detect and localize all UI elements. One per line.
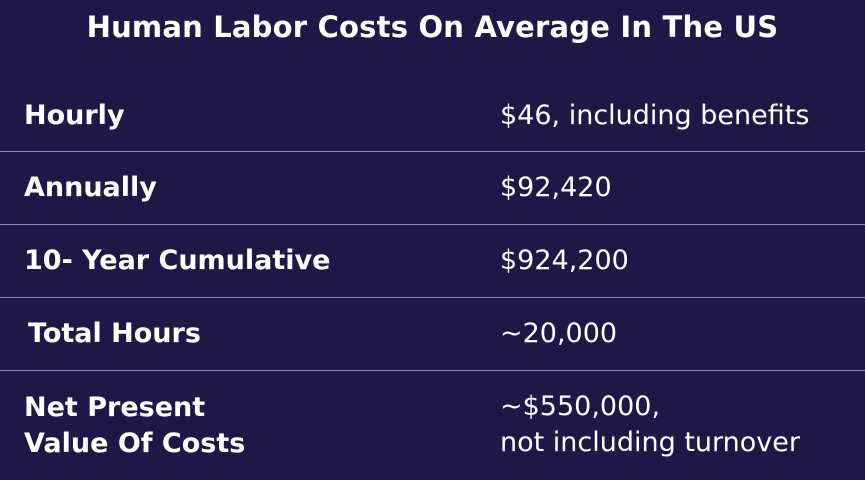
row-label: 10- Year Cumulative [24,245,331,276]
row-label-line-1: Net Present [24,392,206,423]
labor-cost-table: Hourly $46, including benefits Annually … [0,80,865,479]
row-label: Net Present Value Of Costs [0,388,500,462]
page-title: Human Labor Costs On Average In The US [86,10,779,44]
row-value-line-1: ~$550,000, [500,391,661,422]
table-row-10-year-cumulative: 10- Year Cumulative $924,200 [0,225,865,298]
table-row-hourly: Hourly $46, including benefits [0,80,865,152]
row-label: Annually [24,172,157,203]
table-row-total-hours: Total Hours ~20,000 [0,298,865,371]
row-value: ~20,000 [500,318,618,349]
row-label-line-2: Value Of Costs [24,428,246,459]
row-value: $46, including benefits [500,99,810,131]
table-row-annually: Annually $92,420 [0,152,865,225]
row-value: $92,420 [500,172,612,203]
row-value-line-2: not including turnover [500,427,800,458]
table-row-net-present-value: Net Present Value Of Costs ~$550,000, no… [0,371,865,479]
row-value: ~$550,000, not including turnover [500,389,865,461]
row-label: Hourly [24,99,125,131]
row-value: $924,200 [500,245,629,276]
row-label: Total Hours [28,318,201,349]
